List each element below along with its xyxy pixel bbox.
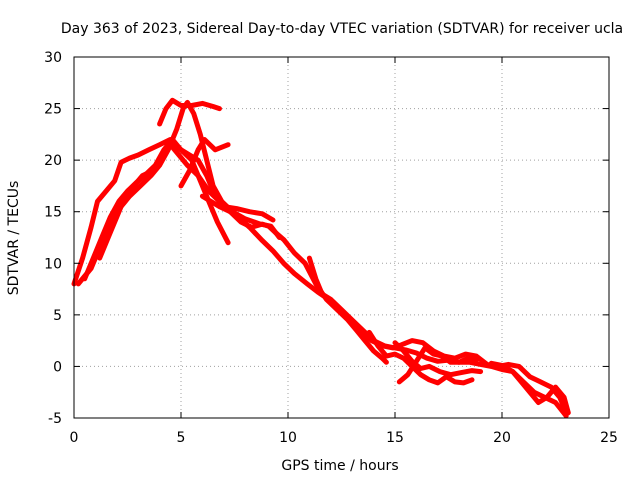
x-tick-label: 10 <box>279 430 297 446</box>
y-tick-label: 15 <box>44 205 62 221</box>
series-line-arc-10 <box>392 340 484 378</box>
chart-title: Day 363 of 2023, Sidereal Day-to-day VTE… <box>61 21 623 37</box>
series-line-arc-3 <box>75 99 282 287</box>
y-tick-label: 20 <box>44 153 62 169</box>
series-line-arc-9 <box>366 329 475 386</box>
y-tick-label: 0 <box>53 359 62 375</box>
series-line-arc-5 <box>157 97 222 127</box>
series-line-arc-7 <box>199 193 569 416</box>
x-tick-label: 20 <box>493 430 511 446</box>
x-tick-label: 15 <box>386 430 404 446</box>
series-line-arc-4 <box>97 142 389 365</box>
series-line-arc-6 <box>178 137 231 189</box>
y-tick-label: 30 <box>44 50 62 66</box>
series-group <box>71 97 571 419</box>
plot-frame <box>73 56 610 419</box>
grid <box>74 57 609 418</box>
tick-group: 0 5 10 15 20 25 -5 0 5 10 15 20 25 30 <box>44 50 618 446</box>
x-tick-label: 0 <box>70 430 79 446</box>
x-tick-label: 25 <box>600 430 618 446</box>
y-axis-label: SDTVAR / TECUs <box>6 181 22 296</box>
series-line-arc-12 <box>488 360 571 416</box>
y-tick-label: 10 <box>44 256 62 272</box>
y-tick-label: -5 <box>48 411 62 427</box>
y-tick-label: 5 <box>53 308 62 324</box>
x-tick-label: 5 <box>177 430 186 446</box>
series-line-arc-11 <box>396 345 479 385</box>
x-axis-label: GPS time / hours <box>281 458 398 474</box>
y-tick-label: 25 <box>44 102 62 118</box>
